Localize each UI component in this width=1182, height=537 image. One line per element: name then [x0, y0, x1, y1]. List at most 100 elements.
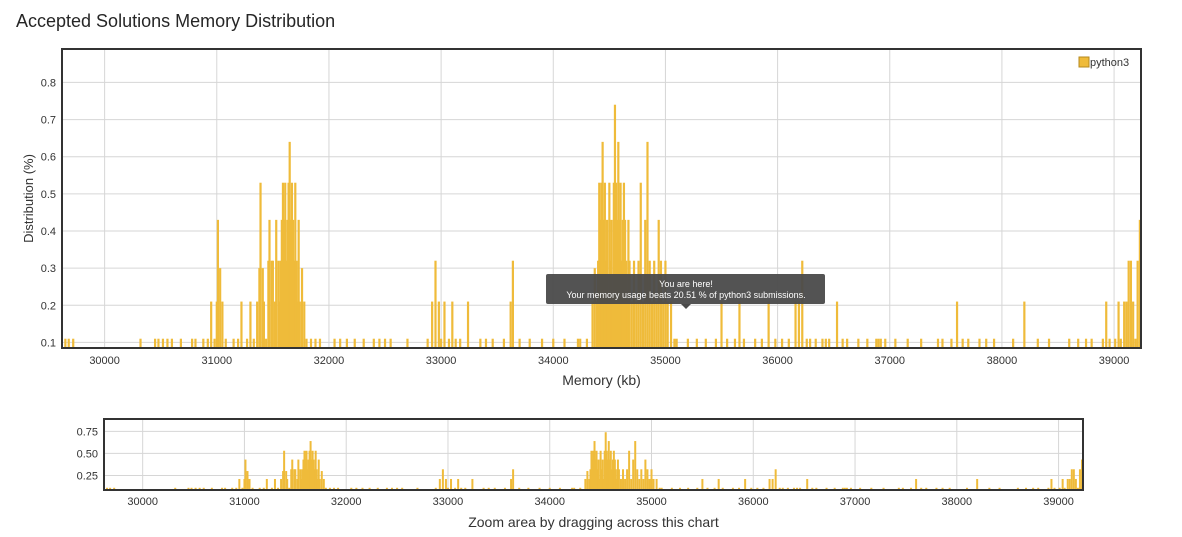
- legend[interactable]: python3: [1078, 56, 1129, 69]
- navigator-bar: [283, 450, 286, 490]
- navigator-bar: [361, 487, 364, 490]
- navigator-bar: [446, 487, 449, 490]
- bar: [153, 338, 157, 348]
- navigator-bar: [650, 469, 653, 490]
- bar: [760, 338, 763, 348]
- navigator-bar: [1072, 469, 1075, 490]
- navigator-bar: [706, 487, 709, 490]
- bar: [296, 301, 299, 348]
- bar: [1125, 301, 1128, 348]
- navigator-bar: [762, 487, 765, 490]
- navigator-bar: [612, 450, 615, 490]
- navigator-bar: [106, 487, 109, 490]
- bar: [635, 301, 638, 348]
- navigator-bar: [608, 459, 611, 490]
- bar: [484, 338, 488, 348]
- bar: [333, 338, 336, 348]
- x-tick-label: 36000: [762, 355, 793, 367]
- navigator-bar: [1063, 487, 1066, 490]
- bar: [297, 219, 300, 348]
- navigator-bar: [592, 450, 595, 490]
- x-tick-label: 36000: [738, 496, 769, 508]
- navigator-bar: [270, 487, 273, 490]
- bar: [262, 301, 265, 348]
- navigator-bar: [224, 487, 227, 490]
- bar: [664, 260, 667, 348]
- bar: [285, 260, 288, 348]
- bar: [502, 338, 506, 348]
- navigator-bar: [1076, 487, 1079, 490]
- navigator-bar: [291, 459, 294, 490]
- navigator-bar: [315, 469, 318, 490]
- navigator-bar: [202, 487, 205, 490]
- bar: [742, 338, 746, 348]
- bar: [345, 338, 348, 348]
- navigator-bar: [1078, 469, 1081, 490]
- bar: [619, 182, 622, 348]
- x-tick-label: 33000: [433, 496, 464, 508]
- bar: [936, 338, 940, 348]
- navigator-bar: [441, 469, 444, 490]
- bar: [563, 338, 566, 348]
- navigator-bar: [796, 487, 799, 490]
- bar: [824, 338, 827, 348]
- navigator-bar: [634, 441, 637, 490]
- bar: [252, 338, 255, 348]
- bar: [846, 338, 849, 348]
- bar: [675, 338, 678, 348]
- bar: [305, 338, 308, 348]
- navigator-bar: [1061, 478, 1064, 490]
- navigator-bar: [701, 478, 704, 490]
- bar: [595, 301, 599, 348]
- navigator-bar: [297, 459, 300, 490]
- bar: [646, 141, 649, 348]
- bar: [879, 338, 882, 348]
- navigator-bar: [870, 487, 873, 490]
- navigator-bar: [744, 478, 747, 490]
- y-tick-label: 0.75: [77, 426, 98, 438]
- navigator-bar: [897, 487, 900, 490]
- bar: [281, 182, 285, 348]
- navigator-bar: [648, 478, 651, 490]
- bar: [447, 338, 451, 348]
- navigator-bar: [1016, 487, 1019, 490]
- navigator-bar: [438, 478, 441, 490]
- bar: [298, 301, 301, 348]
- navigator-bar: [1070, 469, 1073, 490]
- bar: [794, 301, 797, 348]
- navigator-bar: [721, 487, 724, 490]
- bar: [466, 301, 470, 348]
- navigator-bar: [318, 478, 321, 490]
- navigator-bar: [571, 487, 574, 490]
- navigator-bar: [314, 450, 317, 490]
- bar: [256, 301, 259, 348]
- navigator-bar: [655, 478, 658, 490]
- page-title: Accepted Solutions Memory Distribution: [16, 11, 336, 31]
- navigator-bar: [457, 478, 460, 490]
- bar: [714, 338, 718, 348]
- navigator-bar: [328, 487, 331, 490]
- bar: [601, 141, 604, 348]
- bar: [961, 338, 964, 348]
- bar: [1136, 260, 1139, 348]
- main-chart[interactable]: 0.1 0.2 0.3 0.4 0.5 0.6 0.7 0.8 30000 31000 32000 3…: [0, 0, 1182, 400]
- tooltip-line-2: Your memory usage beats 20.51 % of pytho…: [566, 290, 805, 300]
- bar: [290, 182, 294, 348]
- bar: [821, 338, 824, 348]
- bar: [179, 338, 182, 348]
- navigator-bar: [591, 459, 594, 490]
- bar: [454, 338, 457, 348]
- y-tick-label: 0.2: [41, 300, 56, 312]
- bar: [491, 338, 494, 348]
- navigator-bar: [320, 471, 323, 490]
- navigator-bar: [174, 487, 177, 490]
- bar: [64, 338, 67, 348]
- navigator-bar: [606, 459, 609, 490]
- bar: [206, 338, 209, 348]
- navigator-frame: [103, 418, 1084, 491]
- navigator-bar: [450, 478, 453, 490]
- navigator-bar: [590, 450, 593, 490]
- bar: [280, 219, 283, 348]
- navigator-bar: [303, 450, 306, 490]
